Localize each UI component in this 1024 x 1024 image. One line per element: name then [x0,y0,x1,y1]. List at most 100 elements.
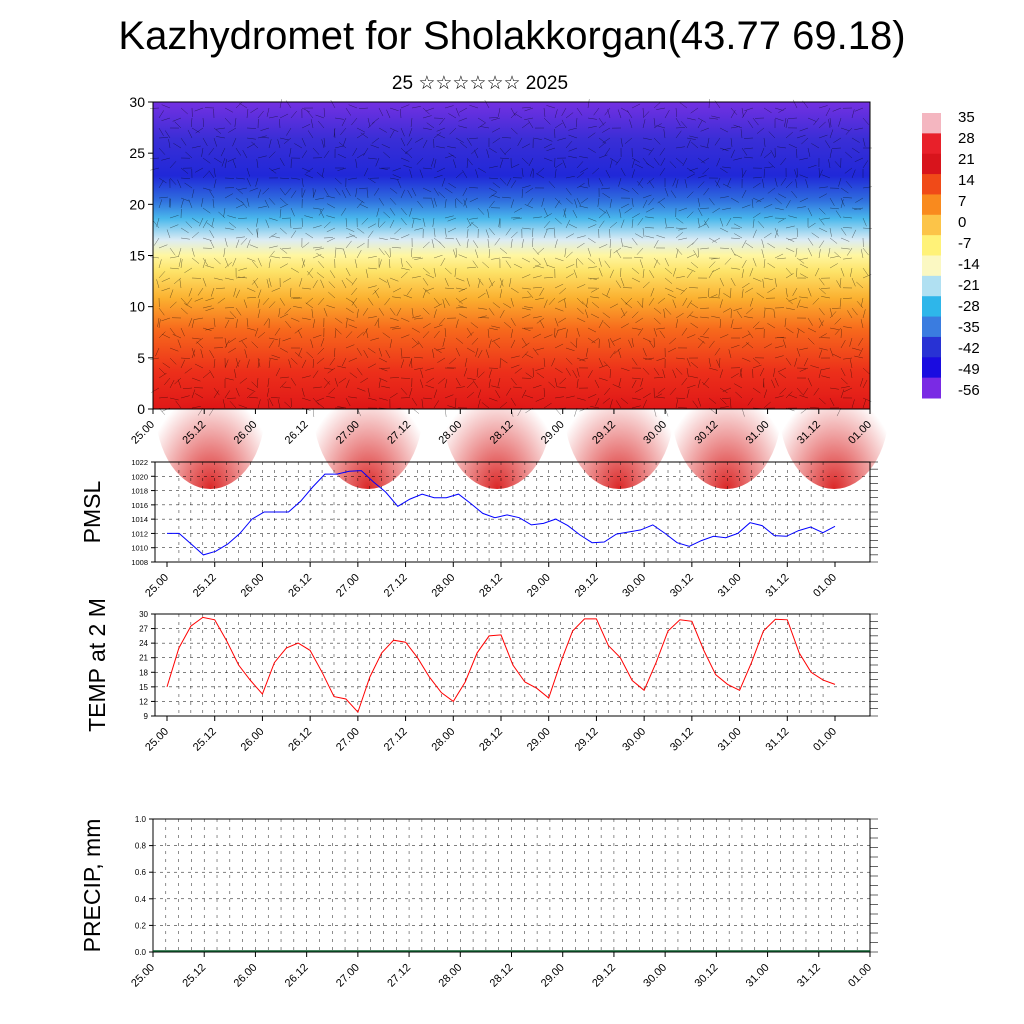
wind-barb [498,107,501,117]
wind-barb [158,396,168,399]
wind-barb [795,179,798,189]
wind-barb [711,297,721,299]
wind-barb [374,290,380,299]
wind-barb [843,216,853,219]
wind-barb [510,377,517,386]
x-tick-label: 30.12 [668,726,696,754]
wind-barb [689,287,699,289]
wind-barb [818,333,827,339]
wind-barb [818,369,822,379]
wind-barb [543,107,546,117]
wind-barb [576,317,586,323]
wind-barb [396,307,402,317]
wind-barb [411,342,420,349]
wind-barb [455,377,461,386]
wind-barb [708,117,718,120]
wind-barb [307,270,314,279]
wind-barb [525,372,534,379]
wind-barb [543,207,548,217]
wind-barb [491,325,501,329]
wind-barb [828,247,831,257]
wind-barb [288,359,292,369]
wind-barb [477,315,487,319]
wind-barb [752,176,762,179]
wind-barb [707,137,710,147]
wind-barb [524,306,534,309]
wind-barb [469,104,479,109]
y-tick-label: 9 [144,712,149,721]
wind-barb [290,317,300,322]
wind-barb [572,370,578,379]
y-tick-label: 18 [139,668,148,677]
wind-barb [425,287,435,292]
wind-barb [246,391,254,399]
wind-barb [180,177,190,179]
wind-barb [711,257,721,260]
wind-barb [631,103,641,109]
wind-barb [609,337,615,346]
wind-barb [209,239,215,249]
wind-barb [778,372,787,379]
wind-barb [455,197,463,205]
wind-barb [232,137,237,147]
wind-barb [631,337,634,347]
wind-barb [536,173,545,179]
wind-barb [473,240,479,249]
wind-barb [834,161,842,169]
wind-barb [279,113,289,119]
wind-barb [345,267,351,277]
wind-barb [598,177,604,187]
wind-barb [345,319,348,329]
wind-barb [475,169,479,179]
wind-barb [315,397,325,402]
wind-barb [466,391,475,399]
wind-barb [756,127,765,134]
wind-barb [648,340,655,349]
wind-barb [675,127,685,129]
wind-barb [524,353,534,359]
wind-barb [679,102,688,109]
wind-barb [631,169,635,179]
wind-barb [862,267,869,276]
wind-barb [860,319,864,329]
wind-barb [425,367,435,371]
wind-barb [262,187,270,195]
wind-barb [752,257,757,267]
wind-barb [642,347,647,357]
wind-barb [667,347,677,353]
wind-barb [359,107,369,109]
wind-barb [345,107,352,116]
wind-barb [554,229,556,239]
wind-barb [455,137,464,143]
x-tick-label: 26.00 [239,726,267,754]
y-tick-label: 1014 [131,515,148,524]
wind-barb [691,141,699,149]
wind-barb [825,140,831,149]
wind-barb [191,389,196,399]
wind-barb [785,119,789,129]
wind-barb [488,177,498,180]
wind-barb [774,277,777,287]
wind-barb [256,377,259,387]
wind-barb [792,99,798,109]
wind-barb [568,134,578,139]
wind-barb [529,167,534,177]
wind-barb [301,217,303,227]
wind-barb [763,309,766,319]
wind-barb [606,287,611,297]
wind-barb [411,315,421,319]
wind-barb [384,297,391,306]
wind-barb [283,277,292,283]
wind-barb [422,323,431,329]
wind-barb [675,247,683,255]
wind-barb [334,145,344,149]
wind-barb [209,350,215,359]
wind-barb [318,120,325,129]
wind-barb [828,159,831,169]
wind-barb [279,187,286,196]
wind-barb [469,187,479,189]
wind-barb [862,137,866,147]
wind-barb [169,327,176,336]
wind-barb [268,277,272,287]
wind-barb [491,337,501,342]
